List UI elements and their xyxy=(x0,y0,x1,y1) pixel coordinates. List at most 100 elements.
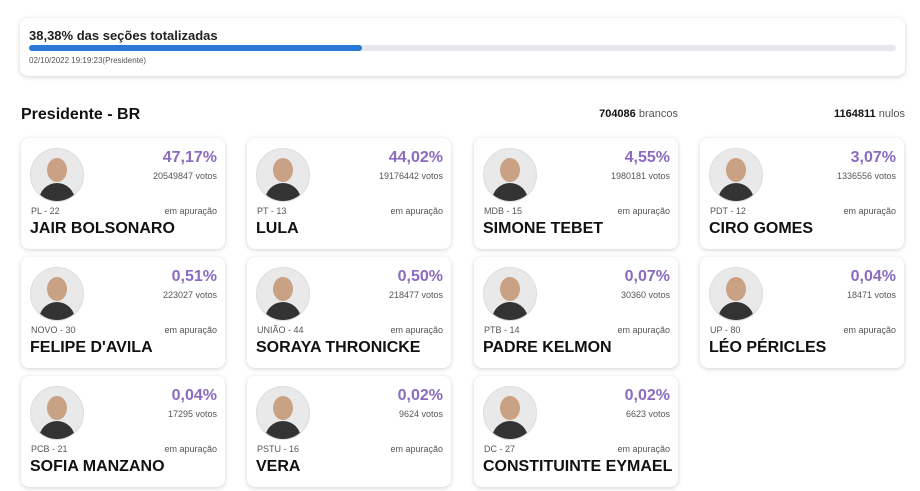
vote-count: 18471 votos xyxy=(846,290,896,300)
status: em apuração xyxy=(390,206,443,216)
candidate-card: 4,55% 1980181 votos MDB - 15 em apuração SIM… xyxy=(474,138,678,249)
progress-track xyxy=(29,45,896,51)
candidate-card: 0,51% 223027 votos NOVO - 30 em apuração FEL… xyxy=(21,257,225,368)
party: PL - 22 xyxy=(31,206,60,216)
party: PSTU - 16 xyxy=(257,444,300,454)
candidate-name: PADRE KELMON xyxy=(483,339,612,356)
candidate-card: 0,50% 218477 votos UNIÃO - 44 em apuração SO… xyxy=(247,257,451,368)
candidate-card: 0,07% 30360 votos PTB - 14 em apuração PADRE… xyxy=(474,257,678,368)
vote-percent: 0,07% xyxy=(624,268,670,285)
status: em apuração xyxy=(843,206,896,216)
candidate-name: JAIR BOLSONARO xyxy=(30,220,175,237)
photo-body xyxy=(492,421,528,439)
party: UP - 80 xyxy=(710,325,741,335)
party: MDB - 15 xyxy=(484,206,523,216)
candidate-name: CONSTITUINTE EYMAEL xyxy=(483,458,673,475)
vote-count: 19176442 votos xyxy=(378,171,443,181)
party: NOVO - 30 xyxy=(31,325,76,335)
candidate-photo xyxy=(483,386,537,440)
candidate-name: SIMONE TEBET xyxy=(483,220,604,237)
photo-body xyxy=(492,183,528,201)
candidate-photo xyxy=(30,386,84,440)
candidate-photo xyxy=(256,386,310,440)
photo-body xyxy=(39,302,75,320)
timestamp: 02/10/2022 19:19:23(Presidente) xyxy=(29,56,146,65)
candidate-photo xyxy=(256,148,310,202)
photo-body xyxy=(39,421,75,439)
candidate-photo xyxy=(483,148,537,202)
candidate-photo xyxy=(256,267,310,321)
candidate-card: 0,04% 18471 votos UP - 80 em apuração LÉO PÉ… xyxy=(700,257,904,368)
photo-head xyxy=(726,158,746,182)
photo-body xyxy=(265,421,301,439)
candidate-name: LÉO PÉRICLES xyxy=(709,339,827,356)
photo-body xyxy=(265,183,301,201)
vote-count: 30360 votos xyxy=(620,290,670,300)
photo-head xyxy=(500,396,520,420)
candidate-card: 44,02% 19176442 votos PT - 13 em apuração LU… xyxy=(247,138,451,249)
candidate-name: SOFIA MANZANO xyxy=(30,458,165,475)
section-title: Presidente - BR xyxy=(21,106,141,123)
null-label: nulos xyxy=(878,108,905,120)
party: UNIÃO - 44 xyxy=(257,325,304,335)
photo-head xyxy=(726,277,746,301)
candidate-name: CIRO GOMES xyxy=(709,220,814,237)
candidate-name: FELIPE D'AVILA xyxy=(30,339,153,356)
vote-percent: 0,04% xyxy=(850,268,896,285)
photo-body xyxy=(718,183,754,201)
vote-percent: 4,55% xyxy=(624,149,670,166)
vote-count: 218477 votos xyxy=(388,290,443,300)
candidate-name: SORAYA THRONICKE xyxy=(256,339,421,356)
status: em apuração xyxy=(843,325,896,335)
party: DC - 27 xyxy=(484,444,516,454)
null-summary: 1164811 nulos xyxy=(834,108,905,120)
photo-body xyxy=(39,183,75,201)
vote-percent: 0,51% xyxy=(171,268,217,285)
vote-count: 9624 votos xyxy=(398,409,443,419)
progress-card: 38,38% das seções totalizadas 02/10/2022… xyxy=(20,18,905,76)
photo-head xyxy=(273,277,293,301)
vote-count: 223027 votos xyxy=(162,290,217,300)
candidate-name: LULA xyxy=(256,220,299,237)
vote-percent: 0,02% xyxy=(397,387,443,404)
photo-body xyxy=(492,302,528,320)
blank-label: brancos xyxy=(638,108,678,120)
photo-body xyxy=(265,302,301,320)
candidate-card: 0,02% 6623 votos DC - 27 em apuração CONSTIT… xyxy=(474,376,678,487)
candidate-card: 0,02% 9624 votos PSTU - 16 em apuração VERA xyxy=(247,376,451,487)
vote-count: 6623 votos xyxy=(625,409,670,419)
photo-head xyxy=(47,277,67,301)
null-count: 1164811 xyxy=(834,108,876,120)
photo-head xyxy=(500,277,520,301)
vote-percent: 0,02% xyxy=(624,387,670,404)
status: em apuração xyxy=(164,444,217,454)
vote-percent: 44,02% xyxy=(388,149,443,166)
candidate-name: VERA xyxy=(256,458,301,475)
vote-count: 17295 votos xyxy=(167,409,217,419)
status: em apuração xyxy=(390,325,443,335)
candidate-photo xyxy=(709,148,763,202)
candidate-photo xyxy=(483,267,537,321)
status: em apuração xyxy=(617,325,670,335)
photo-head xyxy=(273,396,293,420)
status: em apuração xyxy=(390,444,443,454)
photo-body xyxy=(718,302,754,320)
party: PTB - 14 xyxy=(484,325,520,335)
party: PDT - 12 xyxy=(710,206,746,216)
photo-head xyxy=(47,158,67,182)
blank-summary: 704086 brancos xyxy=(599,108,678,120)
photo-head xyxy=(47,396,67,420)
vote-percent: 0,04% xyxy=(171,387,217,404)
candidate-photo xyxy=(30,148,84,202)
status: em apuração xyxy=(617,444,670,454)
party: PT - 13 xyxy=(257,206,287,216)
blank-count: 704086 xyxy=(599,108,636,120)
status: em apuração xyxy=(617,206,670,216)
vote-count: 1980181 votos xyxy=(610,171,670,181)
status: em apuração xyxy=(164,325,217,335)
vote-count: 20549847 votos xyxy=(152,171,217,181)
vote-count: 1336556 votos xyxy=(836,171,896,181)
progress-title: 38,38% das seções totalizadas xyxy=(29,28,218,43)
vote-percent: 47,17% xyxy=(162,149,217,166)
